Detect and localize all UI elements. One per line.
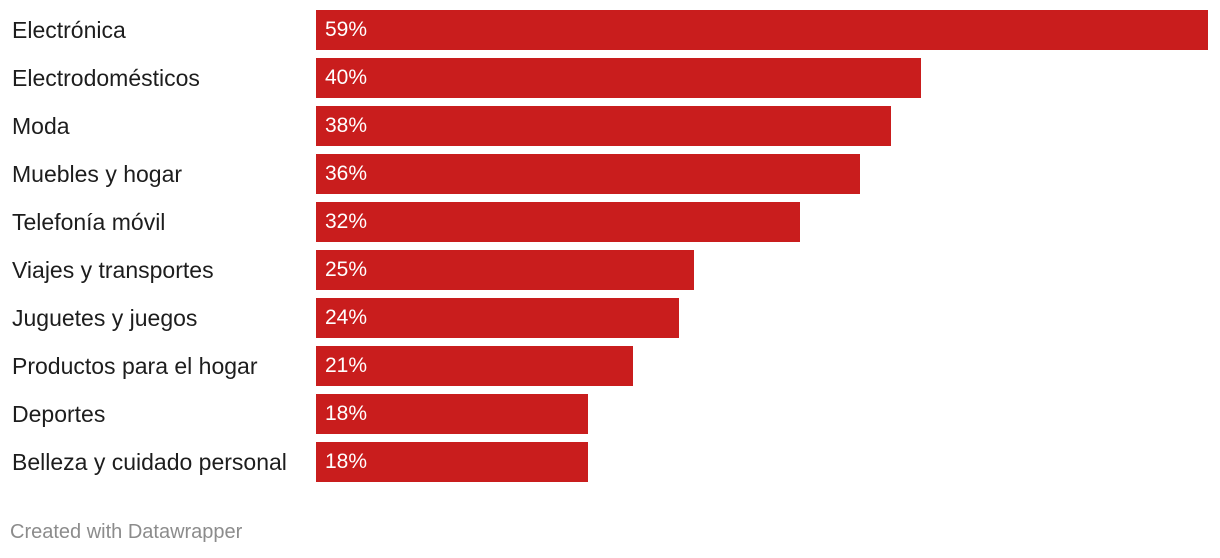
value-label: 25% <box>325 258 368 281</box>
value-label: 36% <box>325 162 368 185</box>
category-label: Productos para el hogar <box>12 353 258 379</box>
bar-row: Viajes y transportes 25% <box>0 250 1220 290</box>
value-label: 18% <box>325 402 368 425</box>
bar-row: Muebles y hogar 36% <box>0 154 1220 194</box>
footer-credit: Created with Datawrapper <box>10 521 243 543</box>
value-label: 38% <box>325 114 368 137</box>
category-label: Electrodomésticos <box>12 65 200 91</box>
category-label: Juguetes y juegos <box>12 305 198 331</box>
bar-row: Productos para el hogar 21% <box>0 346 1220 386</box>
bar <box>316 10 1208 50</box>
category-label: Deportes <box>12 401 106 427</box>
value-label: 21% <box>325 354 368 377</box>
category-label: Muebles y hogar <box>12 161 183 187</box>
category-label: Viajes y transportes <box>12 257 214 283</box>
bar-row: Moda 38% <box>0 106 1220 146</box>
category-label: Moda <box>12 113 70 139</box>
value-label: 24% <box>325 306 368 329</box>
category-label: Telefonía móvil <box>12 209 166 235</box>
bar <box>316 298 679 338</box>
bar-chart: Electrónica 59% Electrodomésticos 40% Moda 38… <box>0 10 1220 482</box>
bar <box>316 154 860 194</box>
value-label: 59% <box>325 18 368 41</box>
category-label: Belleza y cuidado personal <box>12 449 287 475</box>
category-label: Electrónica <box>12 17 126 43</box>
value-label: 18% <box>325 450 368 473</box>
bar <box>316 250 694 290</box>
bar-row: Electrodomésticos 40% <box>0 58 1220 98</box>
bar <box>316 106 891 146</box>
bar-row: Telefonía móvil 32% <box>0 202 1220 242</box>
bar-row: Deportes 18% <box>0 394 1220 434</box>
bar-row: Juguetes y juegos 24% <box>0 298 1220 338</box>
bar <box>316 202 800 242</box>
value-label: 32% <box>325 210 368 233</box>
bar-row: Belleza y cuidado personal 18% <box>0 442 1220 482</box>
bar <box>316 58 921 98</box>
bar-row: Electrónica 59% <box>0 10 1220 50</box>
value-label: 40% <box>325 66 368 89</box>
bar <box>316 394 588 434</box>
bar <box>316 346 633 386</box>
bar <box>316 442 588 482</box>
